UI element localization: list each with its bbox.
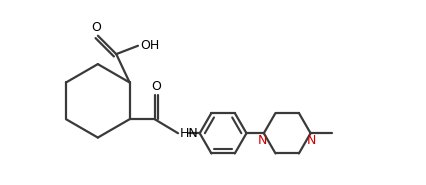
Text: O: O	[151, 80, 161, 92]
Text: N: N	[258, 134, 267, 147]
Text: HN: HN	[180, 127, 199, 140]
Text: N: N	[307, 134, 316, 147]
Text: OH: OH	[141, 39, 160, 52]
Text: O: O	[91, 21, 101, 34]
